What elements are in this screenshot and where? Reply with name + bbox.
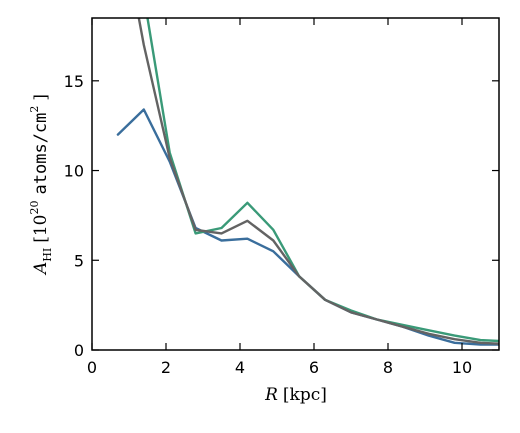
series-line-3 bbox=[137, 18, 499, 345]
x-tick-label-4: 4 bbox=[235, 358, 245, 377]
y-axis-ticks: 0 5 10 15 bbox=[64, 72, 499, 360]
y-axis-label-exp: 20 bbox=[28, 201, 41, 215]
y-tick-label-15: 15 bbox=[64, 72, 84, 91]
x-tick-label-10: 10 bbox=[452, 358, 472, 377]
series-layer bbox=[116, 18, 499, 346]
svg-text:AHI[1020atoms/cm2]: AHI [1020 atoms/cm2] bbox=[28, 94, 54, 276]
x-axis-ticks: 0 2 4 6 8 10 bbox=[87, 18, 472, 377]
plot-frame bbox=[91, 17, 500, 351]
y-axis-label-base: 10 bbox=[31, 215, 51, 237]
y-axis-label: AHI [1020 atoms/cm2] bbox=[28, 94, 54, 276]
y-axis-label-unit: atoms/cm bbox=[31, 113, 51, 195]
y-axis-label-bracket-close: ] bbox=[31, 94, 51, 101]
y-tick-label-0: 0 bbox=[74, 341, 84, 360]
y-axis-label-unit-exp: 2 bbox=[28, 106, 41, 113]
y-axis-label-sub: HI bbox=[41, 248, 54, 262]
x-axis-label: R [kpc] bbox=[264, 385, 327, 405]
x-tick-label-8: 8 bbox=[383, 358, 393, 377]
x-axis-label-var: R bbox=[264, 385, 278, 405]
y-tick-label-5: 5 bbox=[74, 251, 84, 270]
x-tick-label-2: 2 bbox=[161, 358, 171, 377]
x-tick-label-6: 6 bbox=[309, 358, 319, 377]
x-tick-label-0: 0 bbox=[87, 358, 97, 377]
y-axis-label-var: A bbox=[31, 262, 51, 276]
series-line-1 bbox=[116, 108, 499, 346]
y-tick-label-10: 10 bbox=[64, 162, 84, 181]
x-axis-label-unit: [kpc] bbox=[283, 385, 327, 405]
y-axis-label-bracket-open: [ bbox=[31, 236, 51, 243]
